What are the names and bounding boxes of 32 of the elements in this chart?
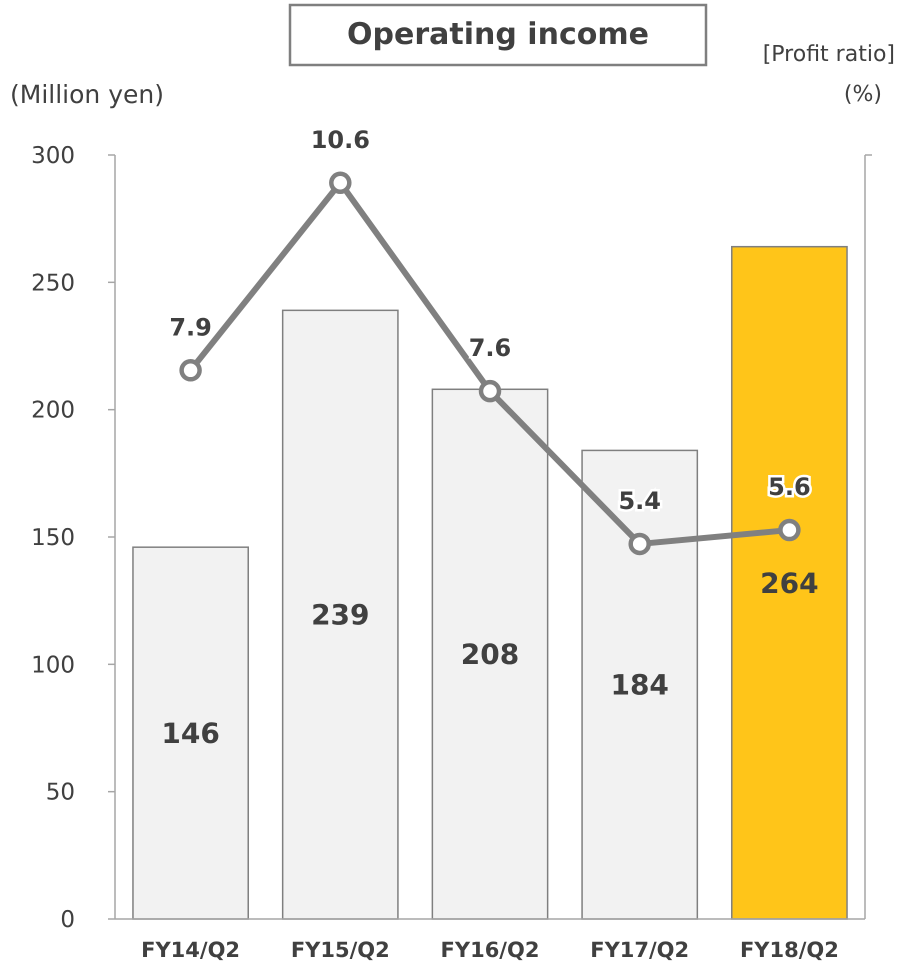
y2-axis-title: [Profit ratio] (%)	[762, 42, 895, 107]
y-tick-label: 300	[31, 143, 75, 169]
y-tick-label: 50	[46, 780, 75, 806]
point	[329, 172, 352, 194]
y-axis-title: (Million yen)	[10, 80, 164, 109]
y-tick-label: 200	[31, 398, 75, 424]
data-label: 184	[610, 668, 669, 702]
data-label: 7.9	[169, 313, 212, 342]
bar	[282, 310, 399, 920]
y-tick-label: 100	[31, 652, 75, 678]
point	[179, 359, 202, 382]
point	[628, 532, 651, 556]
y-tick-label: 0	[60, 907, 75, 933]
data-label: 10.6	[310, 126, 370, 154]
x-tick-label: FY17/Q2	[590, 938, 690, 962]
data-label: 5.4	[618, 486, 661, 515]
y-tick-label: 250	[31, 270, 75, 296]
x-tick-label: FY15/Q2	[290, 938, 390, 962]
x-tick-label: FY18/Q2	[740, 938, 839, 962]
x-tick-label: FY16/Q2	[440, 938, 540, 962]
data-label: 264	[760, 566, 819, 600]
x-tick-label: FY14/Q2	[141, 938, 240, 962]
chart-title: Operating income	[347, 17, 649, 52]
point	[478, 380, 502, 402]
y-tick-label: 150	[31, 525, 75, 551]
data-label: 5.6	[768, 473, 811, 502]
data-label: 7.6	[468, 334, 512, 362]
point	[778, 518, 801, 542]
data-label: 239	[311, 598, 370, 632]
data-label: 146	[161, 717, 220, 750]
bar	[132, 546, 249, 920]
data-label: 208	[460, 638, 520, 672]
